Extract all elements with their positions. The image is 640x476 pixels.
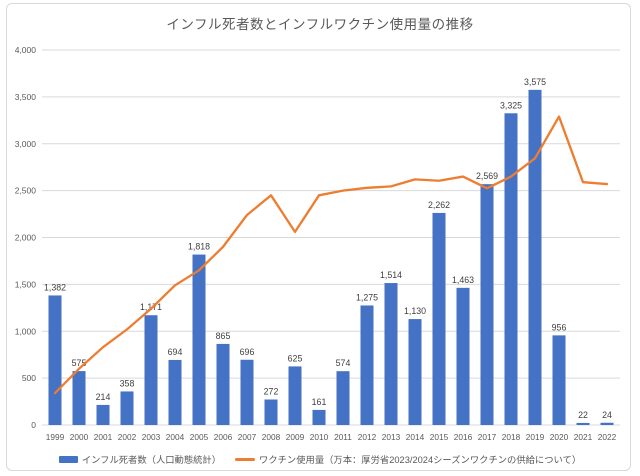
svg-text:574: 574 xyxy=(336,358,351,368)
svg-text:1,275: 1,275 xyxy=(356,292,378,302)
bar-2014 xyxy=(408,319,422,425)
svg-text:358: 358 xyxy=(120,378,135,388)
bar-2015 xyxy=(432,212,446,425)
svg-text:3,575: 3,575 xyxy=(524,77,546,87)
bar-1999 xyxy=(48,295,62,425)
bar-2013 xyxy=(384,283,398,425)
svg-text:694: 694 xyxy=(168,347,183,357)
legend-label-vaccine: ワクチン使用量（万本：厚労省2023/2024シーズンワクチンの供給について） xyxy=(259,455,582,465)
svg-text:865: 865 xyxy=(216,331,231,341)
line-series-swatch-icon xyxy=(235,457,256,461)
svg-text:2016: 2016 xyxy=(454,432,473,442)
y-axis-tick-labels: 0 500 1,000 1,500 2,000 2,500 3,000 3,500 4,000 xyxy=(15,45,37,430)
bar-value-labels: 1,3825752143581,1716941,8188656962726251… xyxy=(44,77,612,420)
svg-text:2,500: 2,500 xyxy=(15,186,37,196)
svg-text:2022: 2022 xyxy=(598,432,617,442)
svg-text:2021: 2021 xyxy=(574,432,593,442)
svg-text:500: 500 xyxy=(22,373,36,383)
svg-text:1,382: 1,382 xyxy=(44,282,66,292)
bar-2010 xyxy=(312,409,326,425)
svg-text:2018: 2018 xyxy=(502,432,521,442)
bar-2009 xyxy=(288,366,302,425)
svg-text:1,500: 1,500 xyxy=(15,279,37,289)
svg-text:2015: 2015 xyxy=(430,432,449,442)
svg-text:2012: 2012 xyxy=(358,432,377,442)
svg-text:3,500: 3,500 xyxy=(15,92,37,102)
bar-2012 xyxy=(360,305,374,425)
svg-text:214: 214 xyxy=(96,392,111,402)
svg-text:2008: 2008 xyxy=(262,432,281,442)
bar-2017 xyxy=(480,184,494,425)
svg-text:2004: 2004 xyxy=(166,432,185,442)
bar-2003 xyxy=(144,315,158,425)
svg-text:2009: 2009 xyxy=(286,432,305,442)
legend: インフル死者数（人口動態統計） ワクチン使用量（万本：厚労省2023/2024シ… xyxy=(0,452,640,466)
svg-text:625: 625 xyxy=(288,353,303,363)
svg-text:1,463: 1,463 xyxy=(452,275,474,285)
bar-2019 xyxy=(528,89,542,425)
bar-series-swatch-icon xyxy=(58,455,78,463)
svg-text:2,000: 2,000 xyxy=(15,233,37,243)
bar-2018 xyxy=(504,113,518,425)
deaths-bars xyxy=(48,89,614,425)
bar-2021 xyxy=(576,422,590,425)
bar-2002 xyxy=(120,391,134,425)
svg-text:1999: 1999 xyxy=(46,432,65,442)
bar-2011 xyxy=(336,371,350,425)
svg-text:2005: 2005 xyxy=(190,432,209,442)
svg-text:2011: 2011 xyxy=(334,432,352,442)
vaccine-usage-line xyxy=(53,115,609,395)
svg-text:161: 161 xyxy=(312,397,327,407)
svg-text:272: 272 xyxy=(264,387,279,397)
legend-label-deaths: インフル死者数（人口動態統計） xyxy=(81,455,222,465)
svg-text:2003: 2003 xyxy=(142,432,161,442)
svg-text:3,000: 3,000 xyxy=(15,139,37,149)
bar-2007 xyxy=(240,359,254,425)
svg-text:1,000: 1,000 xyxy=(15,326,37,336)
svg-text:0: 0 xyxy=(31,420,36,430)
bar-2005 xyxy=(192,254,206,425)
svg-text:2006: 2006 xyxy=(214,432,233,442)
svg-text:2,262: 2,262 xyxy=(428,200,450,210)
bar-2006 xyxy=(216,343,230,425)
svg-text:696: 696 xyxy=(240,347,255,357)
bar-2004 xyxy=(168,359,182,425)
legend-item-vaccine: ワクチン使用量（万本：厚労省2023/2024シーズンワクチンの供給について） xyxy=(235,452,581,466)
svg-text:4,000: 4,000 xyxy=(15,45,37,55)
legend-item-deaths: インフル死者数（人口動態統計） xyxy=(58,452,222,466)
svg-text:2000: 2000 xyxy=(70,432,89,442)
x-axis-tick-labels: 1999 2000 2001 2002 2003 2004 2005 2006 2007 2008… xyxy=(46,432,617,442)
svg-text:2020: 2020 xyxy=(550,432,569,442)
svg-text:2007: 2007 xyxy=(238,432,257,442)
svg-text:2013: 2013 xyxy=(382,432,401,442)
svg-text:2002: 2002 xyxy=(118,432,137,442)
svg-text:2010: 2010 xyxy=(310,432,329,442)
svg-text:2014: 2014 xyxy=(406,432,425,442)
svg-text:956: 956 xyxy=(552,322,567,332)
svg-text:22: 22 xyxy=(578,410,588,420)
svg-text:2017: 2017 xyxy=(478,432,497,442)
bar-2016 xyxy=(456,287,470,425)
bar-2001 xyxy=(96,404,110,425)
svg-text:3,325: 3,325 xyxy=(500,100,522,110)
bar-2008 xyxy=(264,399,278,425)
bar-2022 xyxy=(600,422,614,425)
svg-text:2019: 2019 xyxy=(526,432,545,442)
svg-text:1,130: 1,130 xyxy=(404,306,426,316)
chart-title: インフル死者数とインフルワクチン使用量の推移 xyxy=(166,17,474,32)
svg-text:2001: 2001 xyxy=(94,432,113,442)
svg-text:24: 24 xyxy=(602,410,612,420)
bar-2000 xyxy=(72,371,86,425)
bar-2020 xyxy=(552,335,566,425)
svg-text:575: 575 xyxy=(72,358,87,368)
svg-text:1,514: 1,514 xyxy=(380,270,402,280)
svg-text:2,569: 2,569 xyxy=(476,171,498,181)
grid-lines xyxy=(42,49,620,426)
svg-text:1,818: 1,818 xyxy=(188,242,210,252)
